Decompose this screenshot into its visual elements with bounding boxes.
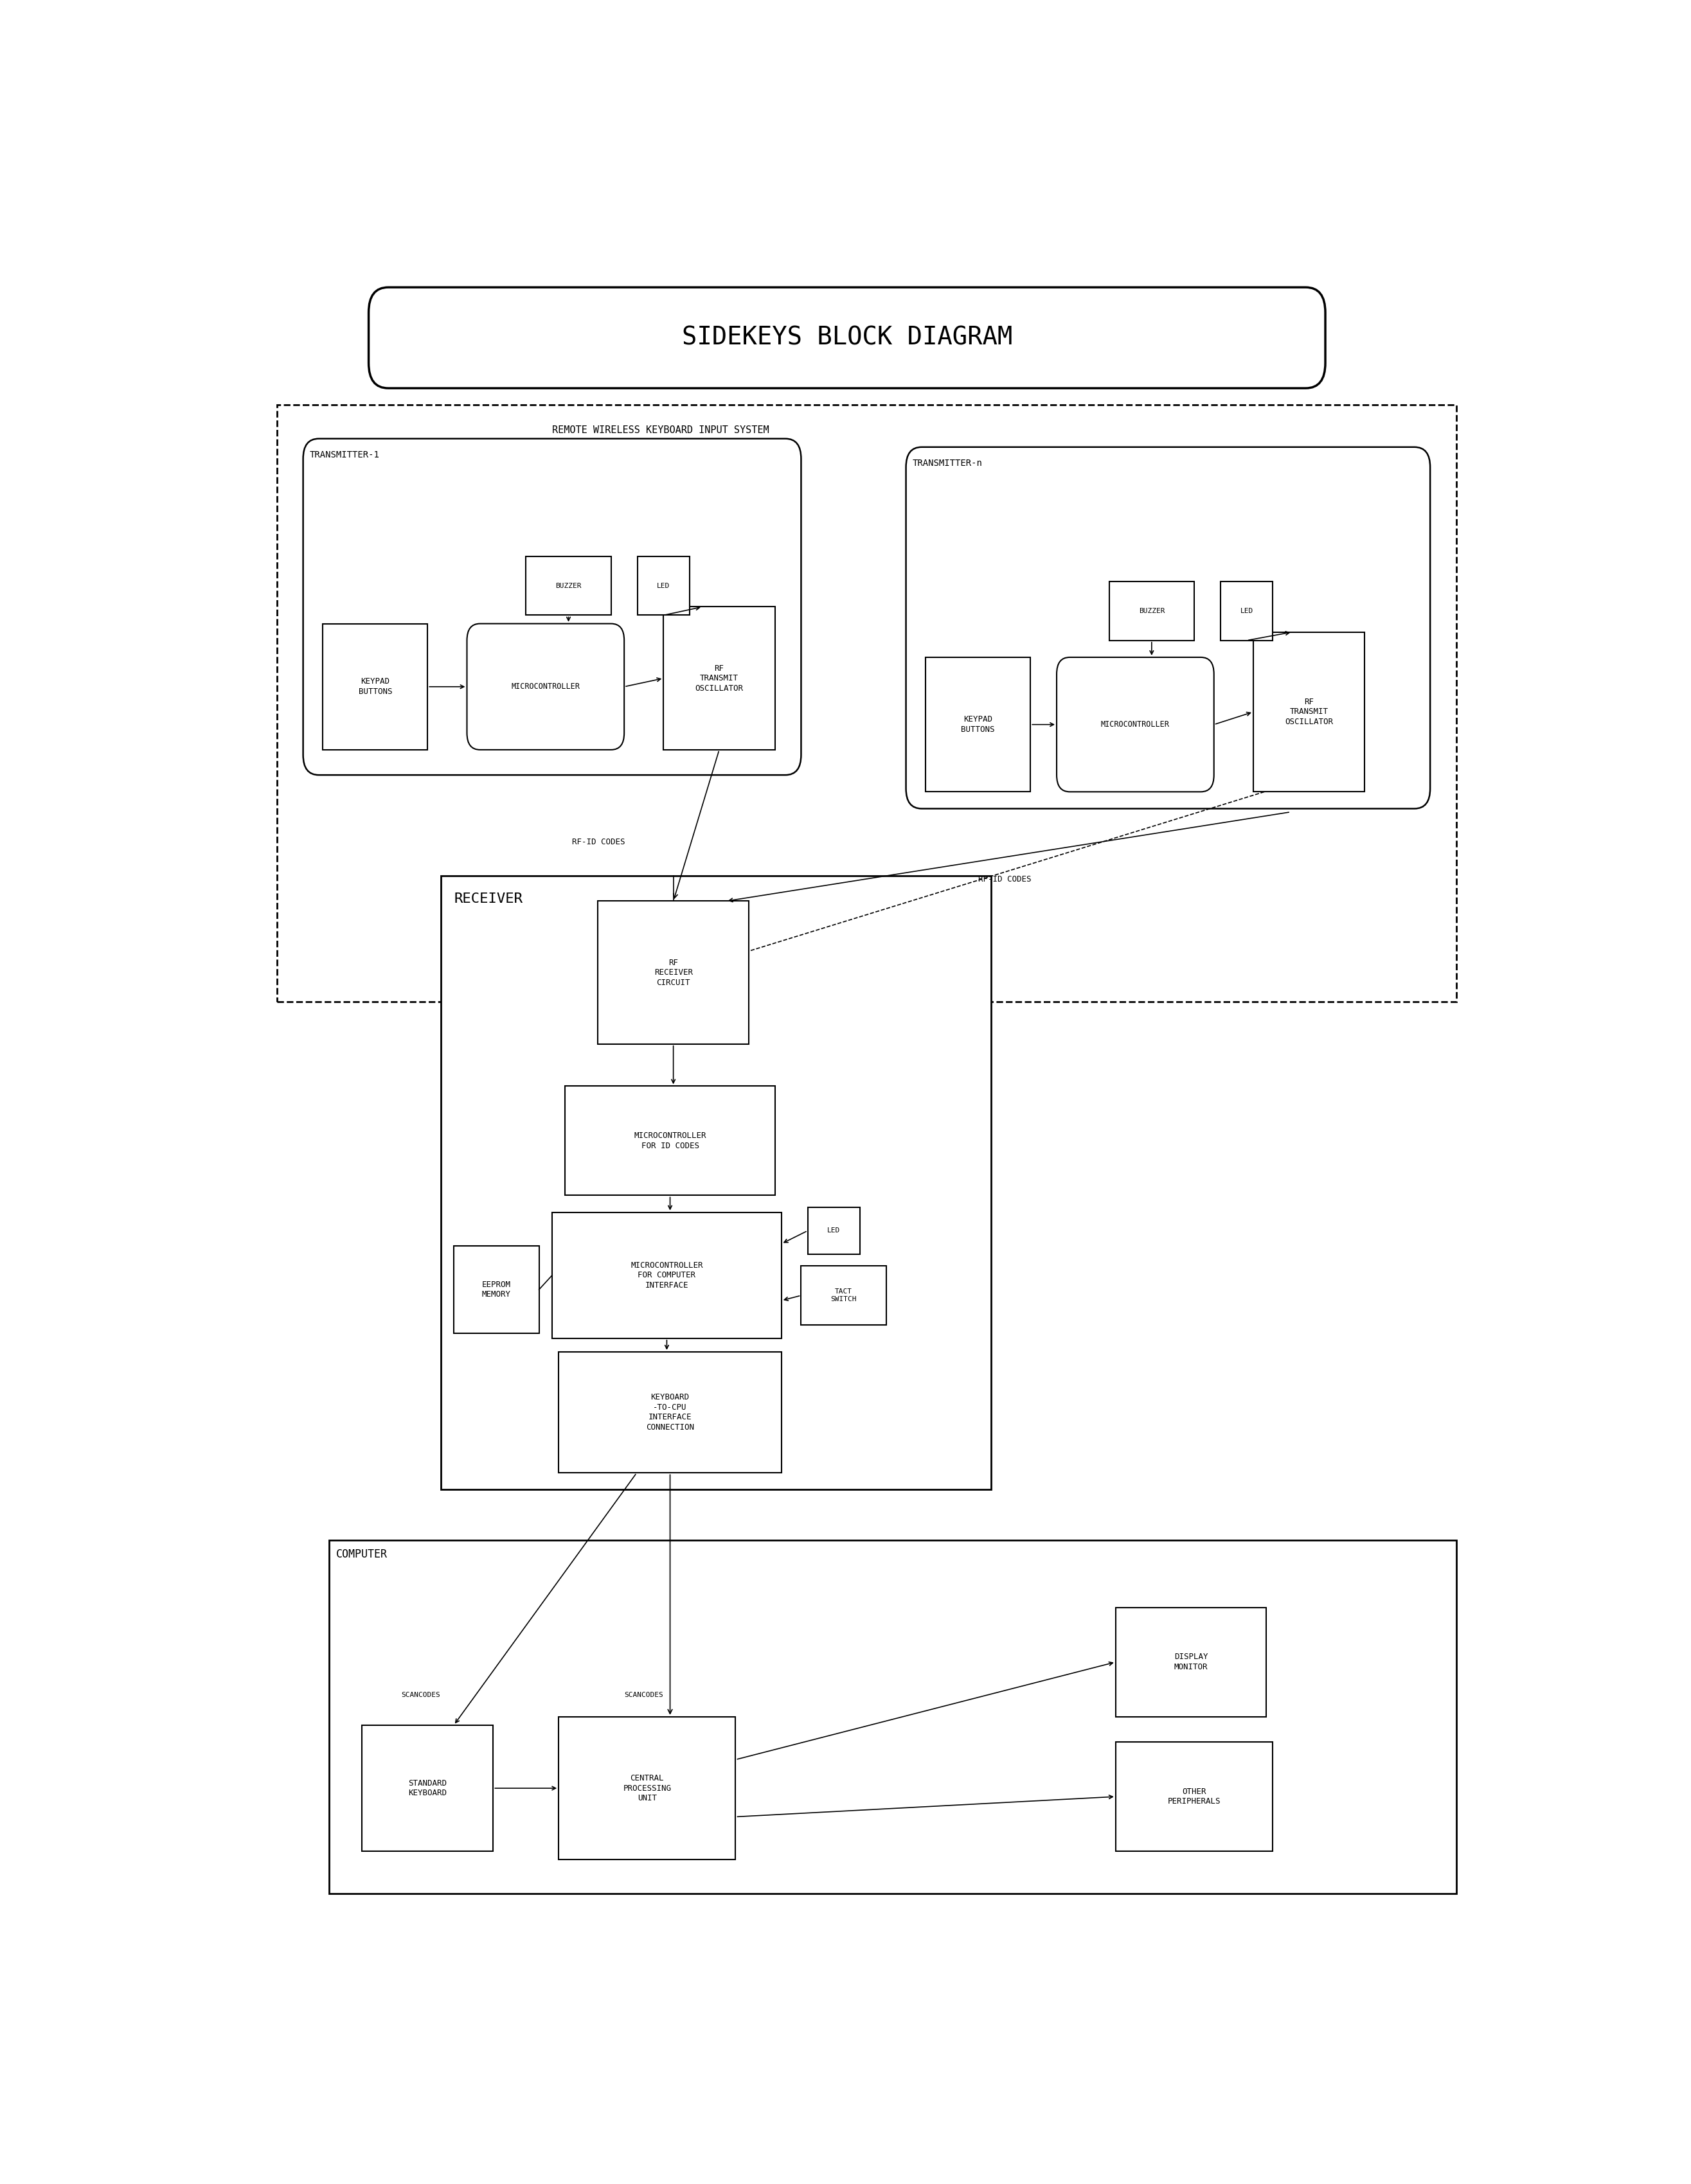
FancyBboxPatch shape bbox=[558, 1717, 736, 1861]
Text: MICROCONTROLLER
FOR ID CODES: MICROCONTROLLER FOR ID CODES bbox=[634, 1131, 707, 1151]
Text: STANDARD
KEYBOARD: STANDARD KEYBOARD bbox=[408, 1780, 446, 1797]
FancyBboxPatch shape bbox=[925, 657, 1030, 793]
FancyBboxPatch shape bbox=[1057, 657, 1214, 793]
Text: DISPLAY
MONITOR: DISPLAY MONITOR bbox=[1174, 1653, 1207, 1671]
Text: OTHER
PERIPHERALS: OTHER PERIPHERALS bbox=[1168, 1787, 1221, 1806]
FancyBboxPatch shape bbox=[369, 288, 1326, 389]
Text: MICROCONTROLLER: MICROCONTROLLER bbox=[511, 684, 580, 690]
FancyBboxPatch shape bbox=[277, 404, 1456, 1002]
FancyBboxPatch shape bbox=[1116, 1743, 1273, 1852]
Text: TRANSMITTER-n: TRANSMITTER-n bbox=[913, 459, 982, 467]
FancyBboxPatch shape bbox=[526, 557, 610, 616]
Text: BUZZER: BUZZER bbox=[1138, 607, 1165, 614]
FancyBboxPatch shape bbox=[467, 625, 624, 749]
Text: BUZZER: BUZZER bbox=[555, 583, 582, 590]
Text: RF-ID CODES: RF-ID CODES bbox=[572, 839, 624, 847]
Text: LED: LED bbox=[658, 583, 670, 590]
FancyBboxPatch shape bbox=[441, 876, 991, 1489]
FancyBboxPatch shape bbox=[330, 1540, 1456, 1894]
Text: KEYPAD
BUTTONS: KEYPAD BUTTONS bbox=[358, 677, 392, 697]
Text: TACT
SWITCH: TACT SWITCH bbox=[830, 1289, 857, 1302]
Text: TRANSMITTER-1: TRANSMITTER-1 bbox=[309, 450, 380, 459]
Text: SCANCODES: SCANCODES bbox=[624, 1693, 663, 1699]
FancyBboxPatch shape bbox=[362, 1725, 494, 1852]
Text: RF
TRANSMIT
OSCILLATOR: RF TRANSMIT OSCILLATOR bbox=[1285, 699, 1333, 725]
Text: SIDEKEYS BLOCK DIAGRAM: SIDEKEYS BLOCK DIAGRAM bbox=[681, 325, 1013, 349]
FancyBboxPatch shape bbox=[1109, 581, 1194, 640]
Text: RF-ID CODES: RF-ID CODES bbox=[977, 876, 1032, 885]
FancyBboxPatch shape bbox=[558, 1352, 781, 1472]
FancyBboxPatch shape bbox=[303, 439, 802, 775]
Text: REMOTE WIRELESS KEYBOARD INPUT SYSTEM: REMOTE WIRELESS KEYBOARD INPUT SYSTEM bbox=[551, 426, 769, 435]
Text: LED: LED bbox=[827, 1227, 840, 1234]
FancyBboxPatch shape bbox=[453, 1245, 539, 1332]
Text: MICROCONTROLLER: MICROCONTROLLER bbox=[1101, 721, 1170, 729]
Text: KEYPAD
BUTTONS: KEYPAD BUTTONS bbox=[960, 716, 994, 734]
Text: LED: LED bbox=[1240, 607, 1253, 614]
FancyBboxPatch shape bbox=[1221, 581, 1273, 640]
FancyBboxPatch shape bbox=[1253, 631, 1365, 793]
Text: COMPUTER: COMPUTER bbox=[337, 1548, 387, 1559]
Text: SCANCODES: SCANCODES bbox=[401, 1693, 441, 1699]
Text: MICROCONTROLLER
FOR COMPUTER
INTERFACE: MICROCONTROLLER FOR COMPUTER INTERFACE bbox=[631, 1260, 703, 1289]
FancyBboxPatch shape bbox=[808, 1208, 861, 1254]
Text: CENTRAL
PROCESSING
UNIT: CENTRAL PROCESSING UNIT bbox=[622, 1773, 671, 1802]
FancyBboxPatch shape bbox=[638, 557, 690, 616]
FancyBboxPatch shape bbox=[551, 1212, 781, 1339]
Text: KEYBOARD
-TO-CPU
INTERFACE
CONNECTION: KEYBOARD -TO-CPU INTERFACE CONNECTION bbox=[646, 1393, 695, 1431]
FancyBboxPatch shape bbox=[663, 607, 774, 749]
Text: EEPROM
MEMORY: EEPROM MEMORY bbox=[482, 1280, 511, 1299]
FancyBboxPatch shape bbox=[599, 902, 749, 1044]
FancyBboxPatch shape bbox=[1116, 1607, 1267, 1717]
FancyBboxPatch shape bbox=[802, 1267, 886, 1326]
Text: RECEIVER: RECEIVER bbox=[453, 893, 523, 906]
Text: RF
RECEIVER
CIRCUIT: RF RECEIVER CIRCUIT bbox=[654, 959, 693, 987]
FancyBboxPatch shape bbox=[565, 1085, 774, 1195]
FancyBboxPatch shape bbox=[906, 448, 1431, 808]
FancyBboxPatch shape bbox=[323, 625, 428, 749]
Text: RF
TRANSMIT
OSCILLATOR: RF TRANSMIT OSCILLATOR bbox=[695, 664, 744, 692]
